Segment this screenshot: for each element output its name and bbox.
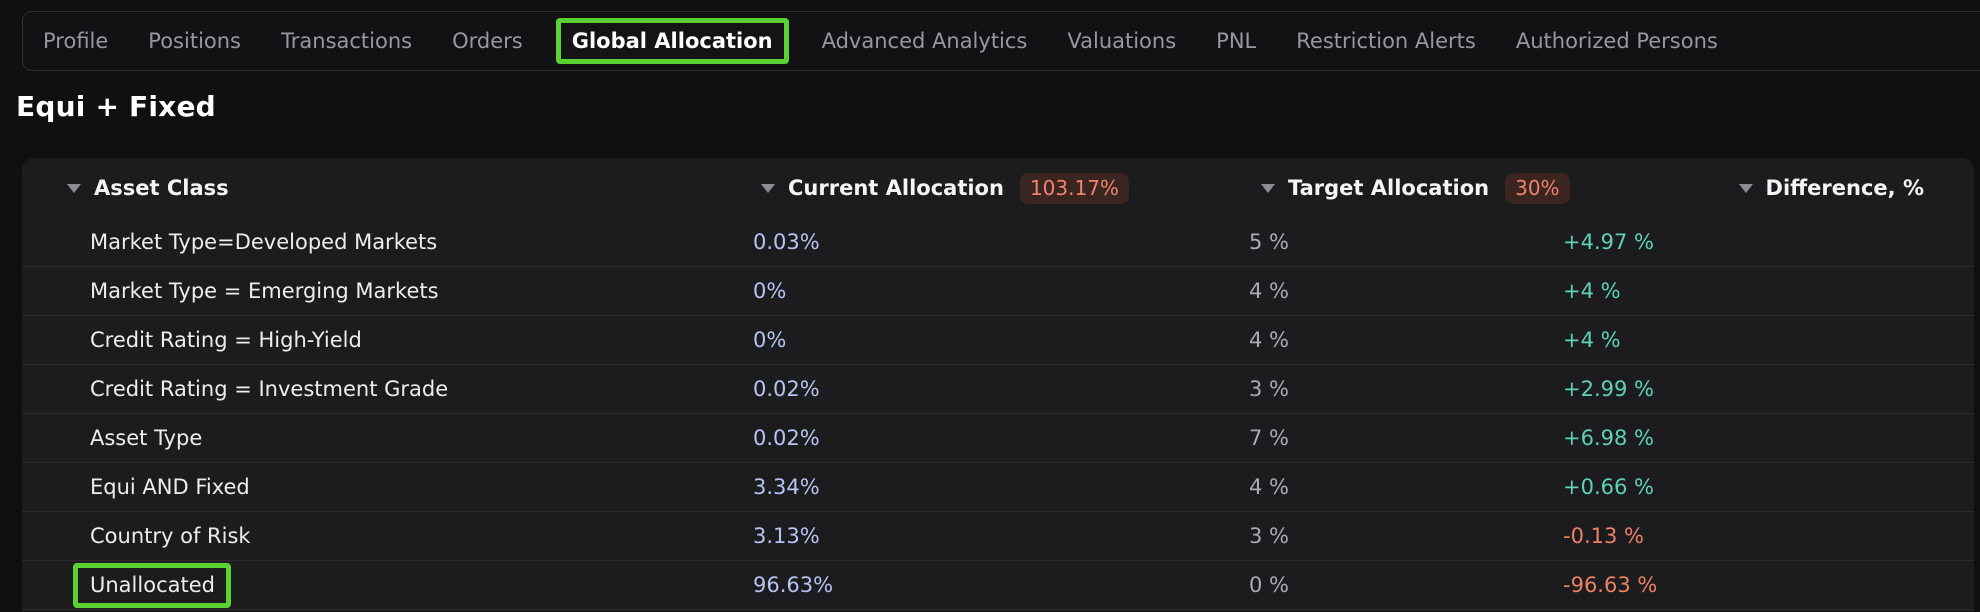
difference-value: -0.13 %	[1563, 524, 1644, 548]
difference-value: +4 %	[1563, 279, 1621, 303]
target-allocation-value: 7 %	[1249, 426, 1289, 450]
asset-class-label-highlighted[interactable]: Unallocated	[73, 562, 231, 608]
current-allocation-value: 0.03%	[753, 230, 820, 254]
nav-tab-transactions[interactable]: Transactions	[281, 29, 413, 53]
target-allocation-value: 3 %	[1249, 524, 1289, 548]
target-allocation-value: 4 %	[1249, 279, 1289, 303]
chevron-down-icon[interactable]	[1738, 183, 1753, 193]
column-header-asset-class[interactable]: Asset Class	[22, 176, 740, 200]
asset-class-label[interactable]: Market Type=Developed Markets	[90, 230, 438, 254]
column-label: Target Allocation	[1288, 176, 1490, 200]
table-row: Credit Rating = Investment Grade 0.02% 3 %…	[22, 365, 1974, 414]
column-label: Asset Class	[94, 176, 229, 200]
asset-class-label[interactable]: Market Type = Emerging Markets	[90, 279, 439, 303]
table-row: Asset Type 0.02% 7 % +6.98 %	[22, 414, 1974, 463]
current-allocation-value: 0%	[753, 279, 787, 303]
chevron-down-icon[interactable]	[1261, 183, 1275, 193]
target-allocation-value: 3 %	[1249, 377, 1289, 401]
nav-tab-restriction-alerts[interactable]: Restriction Alerts	[1296, 29, 1476, 53]
asset-class-label[interactable]: Equi AND Fixed	[90, 475, 250, 499]
current-allocation-value: 0.02%	[753, 377, 820, 401]
current-allocation-value: 3.13%	[753, 524, 820, 548]
current-allocation-value: 3.34%	[753, 475, 820, 499]
target-allocation-value: 5 %	[1249, 230, 1289, 254]
difference-value: +4 %	[1563, 328, 1621, 352]
asset-class-cell[interactable]: Market Type=Developed Markets	[22, 230, 740, 254]
column-header-difference[interactable]: Difference, %	[1540, 176, 1974, 200]
table-header-row: Asset Class Current Allocation 103.17% T…	[22, 158, 1974, 218]
nav-tab-orders[interactable]: Orders	[452, 29, 523, 53]
top-nav-tabs: Profile Positions Transactions Orders Global…	[22, 11, 1980, 71]
asset-class-cell[interactable]: Asset Type	[22, 426, 740, 450]
asset-class-cell[interactable]: Unallocated	[22, 562, 740, 608]
current-allocation-value: 0.02%	[753, 426, 820, 450]
asset-class-cell[interactable]: Market Type = Emerging Markets	[22, 279, 740, 303]
asset-class-label[interactable]: Credit Rating = Investment Grade	[90, 377, 449, 401]
target-allocation-value: 4 %	[1249, 475, 1289, 499]
column-header-target-allocation[interactable]: Target Allocation 30%	[1240, 172, 1570, 204]
nav-tab-pnl[interactable]: PNL	[1216, 29, 1257, 53]
asset-class-cell[interactable]: Country of Risk	[22, 524, 740, 548]
nav-tab-authorized-persons[interactable]: Authorized Persons	[1515, 29, 1718, 53]
page-title: Equi + Fixed	[16, 90, 216, 123]
nav-tab-positions[interactable]: Positions	[148, 29, 242, 53]
asset-class-cell[interactable]: Credit Rating = High-Yield	[22, 328, 740, 352]
column-header-current-allocation[interactable]: Current Allocation 103.17%	[740, 172, 1240, 204]
table-row: Unallocated 96.63% 0 % -96.63 %	[22, 561, 1974, 610]
current-allocation-value: 0%	[753, 328, 787, 352]
target-allocation-value: 0 %	[1249, 573, 1289, 597]
table-row: Credit Rating = High-Yield 0% 4 % +4 %	[22, 316, 1974, 365]
nav-tab-profile[interactable]: Profile	[43, 29, 109, 53]
chevron-down-icon[interactable]	[67, 183, 81, 193]
column-label: Difference, %	[1765, 176, 1924, 200]
nav-tab-valuations[interactable]: Valuations	[1067, 29, 1177, 53]
difference-value: +0.66 %	[1563, 475, 1654, 499]
asset-class-cell[interactable]: Credit Rating = Investment Grade	[22, 377, 740, 401]
table-row: Market Type=Developed Markets 0.03% 5 % +4.…	[22, 218, 1974, 267]
chevron-down-icon[interactable]	[761, 183, 775, 193]
column-label: Current Allocation	[788, 176, 1004, 200]
asset-class-label[interactable]: Asset Type	[90, 426, 203, 450]
difference-value: -96.63 %	[1563, 573, 1658, 597]
table-row: Equi AND Fixed 3.34% 4 % +0.66 %	[22, 463, 1974, 512]
nav-tab-advanced-analytics[interactable]: Advanced Analytics	[821, 29, 1028, 53]
table-body: Market Type=Developed Markets 0.03% 5 % +4.…	[22, 218, 1974, 610]
table-row: Market Type = Emerging Markets 0% 4 % +4 %	[22, 267, 1974, 316]
nav-tab-global-allocation[interactable]: Global Allocation	[555, 18, 789, 64]
table-row: Country of Risk 3.13% 3 % -0.13 %	[22, 512, 1974, 561]
asset-class-label[interactable]: Credit Rating = High-Yield	[90, 328, 362, 352]
target-allocation-total-badge: 30%	[1505, 172, 1570, 204]
current-allocation-value: 96.63%	[753, 573, 834, 597]
difference-value: +2.99 %	[1563, 377, 1654, 401]
difference-value: +4.97 %	[1563, 230, 1654, 254]
global-allocation-table: Asset Class Current Allocation 103.17% T…	[22, 158, 1974, 612]
target-allocation-value: 4 %	[1249, 328, 1289, 352]
current-allocation-total-badge: 103.17%	[1019, 172, 1129, 204]
asset-class-label[interactable]: Country of Risk	[90, 524, 251, 548]
difference-value: +6.98 %	[1563, 426, 1654, 450]
asset-class-cell[interactable]: Equi AND Fixed	[22, 475, 740, 499]
